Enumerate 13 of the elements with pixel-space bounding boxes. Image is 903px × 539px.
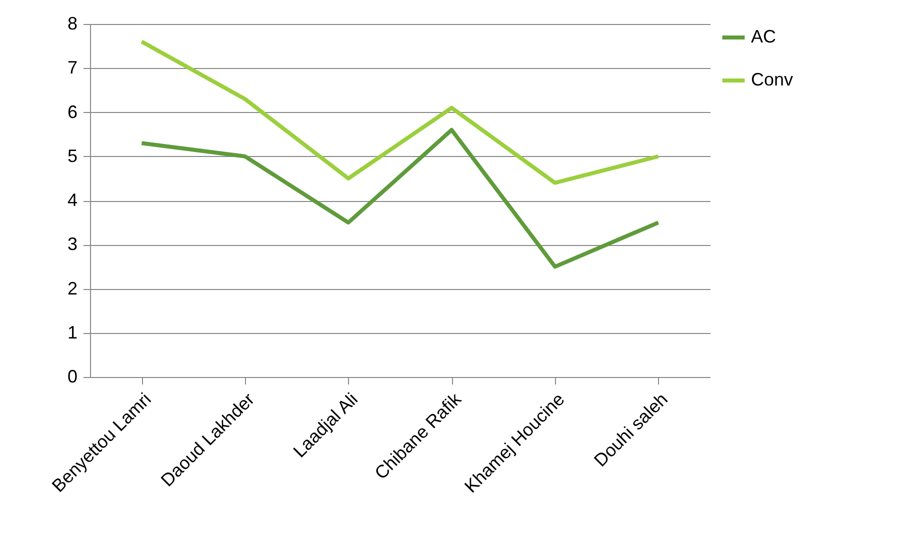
legend-label: AC <box>751 26 776 46</box>
y-tick-label: 2 <box>67 278 78 298</box>
y-tick-label: 5 <box>67 146 78 166</box>
y-tick-label: 0 <box>67 366 78 386</box>
y-tick-label: 1 <box>67 322 78 342</box>
legend-label: Conv <box>751 70 794 90</box>
y-tick-label: 7 <box>67 58 78 78</box>
line-series <box>140 128 660 269</box>
y-tick-label: 8 <box>67 14 78 34</box>
y-tick-label: 4 <box>67 190 78 210</box>
y-tick-label: 3 <box>67 234 78 254</box>
y-tick-label: 6 <box>67 102 78 122</box>
line-series <box>140 40 660 185</box>
